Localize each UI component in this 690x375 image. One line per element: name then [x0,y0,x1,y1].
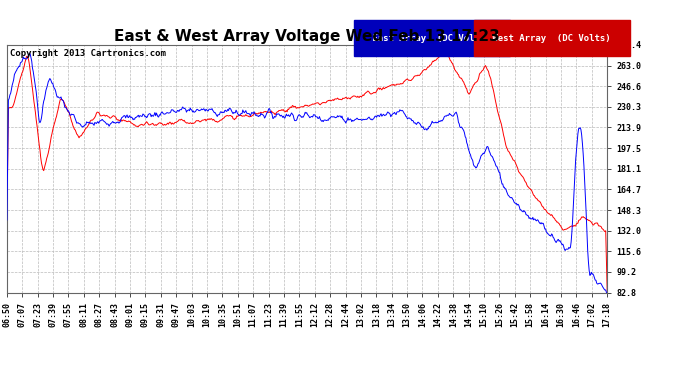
Text: East Array  (DC Volts): East Array (DC Volts) [367,33,496,42]
Text: West Array  (DC Volts): West Array (DC Volts) [487,33,616,42]
Title: East & West Array Voltage Wed Feb 13 17:23: East & West Array Voltage Wed Feb 13 17:… [114,29,500,44]
Text: Copyright 2013 Cartronics.com: Copyright 2013 Cartronics.com [10,49,166,58]
